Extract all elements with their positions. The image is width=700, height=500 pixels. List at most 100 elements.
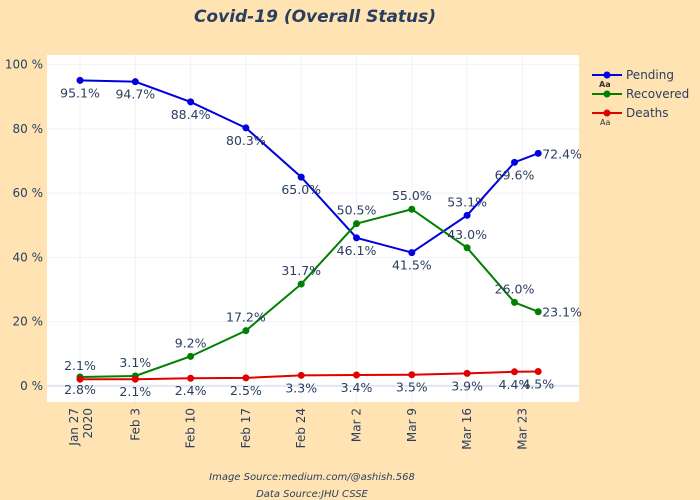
x-tick-label: Mar 9: [405, 408, 419, 442]
recovered-data-label: 23.1%: [542, 305, 582, 320]
pending-point: [242, 124, 250, 132]
deaths-point: [297, 371, 305, 379]
recovered-data-label: 9.2%: [175, 335, 207, 350]
pending-data-label: 69.6%: [495, 167, 535, 182]
legend[interactable]: Pending Recovered Deaths Aa Aa: [592, 68, 689, 127]
pending-data-label: 46.1%: [337, 243, 377, 258]
pending-data-label: 95.1%: [60, 85, 100, 100]
legend-aa-glyph: Aa: [600, 118, 610, 127]
legend-aa-glyph: Aa: [599, 80, 611, 89]
x-tick-label: Jan 27: [67, 408, 81, 447]
x-tick: Jan 27 2020: [67, 408, 95, 447]
deaths-point: [511, 368, 518, 376]
data-labels: 95.1% 94.7% 88.4% 80.3% 65.0% 46.1% 41.5% 53.1%…: [60, 85, 582, 399]
x-tick: Mar 16: [460, 408, 474, 450]
deaths-point: [408, 371, 416, 379]
pending-data-label: 65.0%: [281, 182, 321, 197]
legend-pending-label: Pending: [626, 68, 674, 82]
x-tick: Mar 23: [515, 408, 529, 450]
deaths-line: [80, 370, 539, 381]
recovered-point: [408, 205, 416, 213]
x-tick: Feb 10: [184, 408, 198, 448]
deaths-data-label: 3.5%: [396, 380, 428, 395]
series-layer: [76, 76, 542, 383]
pending-point: [187, 98, 195, 106]
deaths-data-label: 3.3%: [285, 380, 317, 395]
pending-point: [511, 158, 518, 166]
legend-item-recovered[interactable]: Recovered: [592, 87, 689, 101]
deaths-point: [353, 371, 360, 379]
x-tick-label: Mar 23: [515, 408, 529, 450]
legend-item-deaths[interactable]: Deaths: [592, 106, 669, 120]
recovered-data-label: 31.7%: [281, 263, 321, 278]
x-tick-label: Feb 3: [128, 408, 142, 441]
x-tick-label: Feb 17: [239, 408, 253, 448]
recovered-data-label: 43.0%: [447, 227, 487, 242]
deaths-point: [76, 375, 84, 383]
recovered-data-label: 26.0%: [495, 281, 535, 296]
recovered-point: [463, 244, 471, 252]
x-tick-label: Feb 10: [184, 408, 198, 448]
x-tick: Feb 3: [128, 408, 142, 441]
recovered-data-label: 17.2%: [226, 310, 266, 325]
recovered-point: [242, 327, 250, 335]
data-source-annotation: Data Source:JHU CSSE: [256, 489, 368, 500]
axes: 0 % 20 % 40 % 60 % 80 % 100 % Jan 27 2020 Feb 3 F…: [5, 58, 530, 450]
x-tick-year-label: 2020: [81, 408, 95, 439]
legend-recovered-marker: [603, 90, 611, 98]
recovered-data-label: 2.8%: [64, 382, 96, 397]
y-tick-label: 80 %: [13, 122, 44, 136]
pending-data-label: 88.4%: [171, 107, 211, 122]
y-tick-label: 40 %: [13, 250, 44, 264]
pending-point: [463, 211, 471, 219]
y-tick-label: 60 %: [13, 186, 44, 200]
y-tick-label: 100 %: [5, 58, 43, 72]
plot-area: [47, 55, 579, 402]
legend-item-pending[interactable]: Pending: [592, 68, 674, 82]
deaths-point: [187, 374, 195, 382]
pending-data-label: 53.1%: [447, 194, 487, 209]
legend-deaths-marker: [603, 109, 611, 117]
pending-data-label: 80.3%: [226, 133, 266, 148]
x-tick: Mar 9: [405, 408, 419, 442]
chart-title: Covid-19 (Overall Status): [194, 7, 436, 27]
recovered-point: [534, 308, 542, 316]
pending-point: [131, 78, 139, 86]
x-tick: Feb 17: [239, 408, 253, 448]
legend-deaths-label: Deaths: [626, 106, 669, 120]
deaths-point: [242, 374, 250, 382]
pending-point: [534, 149, 542, 157]
deaths-data-label: 4.4%: [499, 377, 531, 392]
recovered-point: [353, 220, 360, 228]
pending-line: [79, 79, 539, 254]
pending-point: [353, 234, 360, 242]
deaths-point: [463, 369, 471, 377]
recovered-line: [79, 208, 539, 378]
recovered-data-label: 50.5%: [337, 203, 377, 218]
deaths-data-label: 2.1%: [119, 384, 151, 399]
x-tick-label: Mar 16: [460, 408, 474, 450]
pending-point: [297, 173, 305, 181]
recovered-data-label: 55.0%: [392, 188, 432, 203]
legend-recovered-label: Recovered: [626, 87, 689, 101]
x-tick-label: Feb 24: [294, 408, 308, 448]
x-tick: Feb 24: [294, 408, 308, 448]
pending-data-label: 72.4%: [542, 146, 582, 161]
recovered-point: [511, 298, 518, 306]
y-tick-label: 0 %: [20, 379, 43, 393]
image-source-annotation: Image Source:medium.com/@ashish.568: [209, 472, 415, 483]
pending-data-label: 94.7%: [115, 87, 155, 102]
grid: [47, 55, 579, 402]
pending-point: [408, 249, 416, 257]
deaths-point: [131, 375, 139, 383]
legend-pending-marker: [603, 71, 611, 79]
x-tick-label: Mar 2: [350, 408, 364, 442]
x-tick: Mar 2: [350, 408, 364, 442]
deaths-data-label: 2.1%: [64, 358, 96, 373]
deaths-point: [534, 367, 542, 375]
recovered-point: [187, 352, 195, 360]
deaths-data-label: 3.4%: [341, 380, 373, 395]
deaths-data-label: 2.5%: [230, 383, 262, 398]
